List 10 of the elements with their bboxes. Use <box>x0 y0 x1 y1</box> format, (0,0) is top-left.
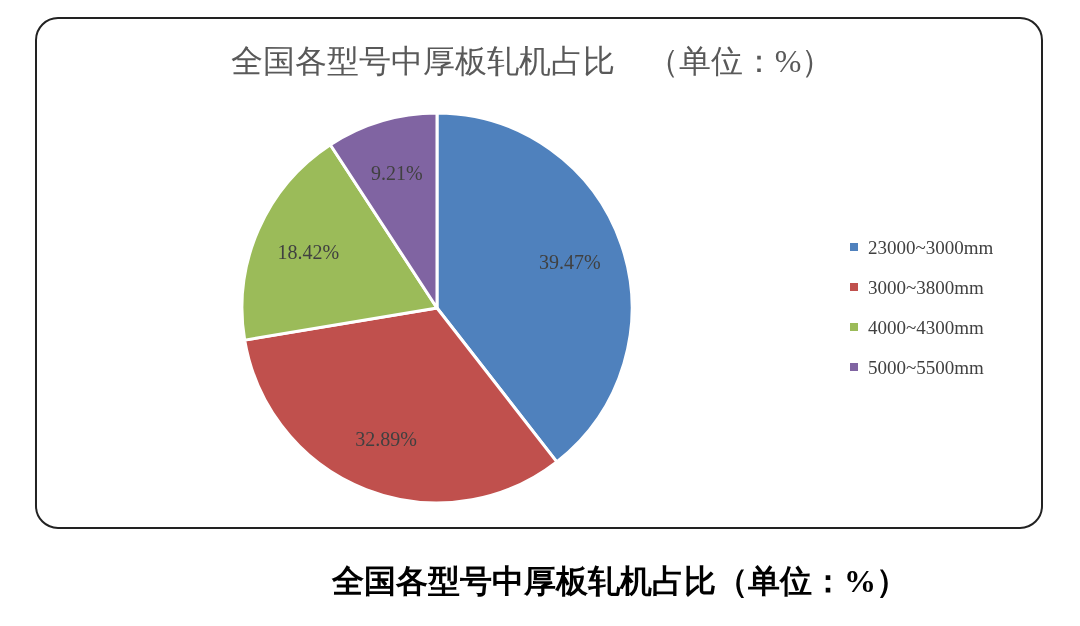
data-label: 9.21% <box>371 162 423 185</box>
data-label: 18.42% <box>277 240 340 263</box>
legend-label: 4000~4300mm <box>868 317 985 338</box>
legend-label: 5000~5500mm <box>868 357 985 378</box>
data-label: 32.89% <box>355 427 417 450</box>
data-label: 39.47% <box>538 251 601 274</box>
chart-title: 全国各型号中厚板轧机占比 （单位：%） <box>230 43 834 79</box>
legend-label: 3000~3800mm <box>868 277 985 298</box>
legend-label: 23000~3000mm <box>868 237 994 258</box>
text: 全国各型号中厚板轧机占比（单位：%） <box>331 563 908 599</box>
